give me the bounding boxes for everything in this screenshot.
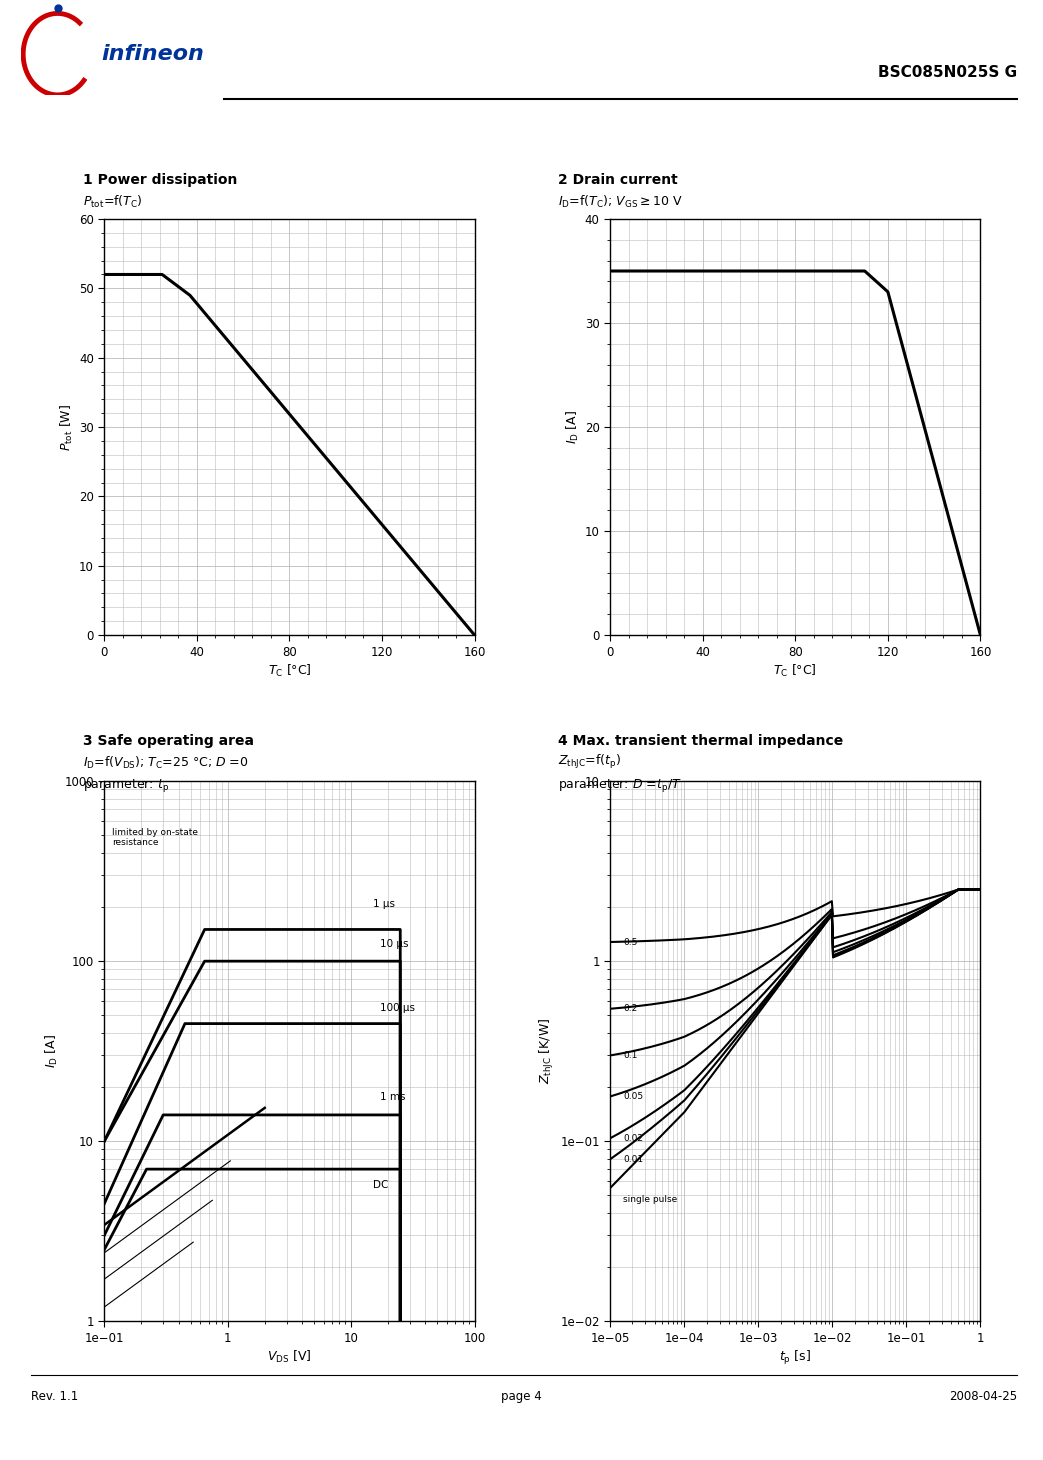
Y-axis label: $Z_{\rm thJC}$ [K/W]: $Z_{\rm thJC}$ [K/W] — [538, 1018, 556, 1085]
X-axis label: $t_{\rm p}$ [s]: $t_{\rm p}$ [s] — [779, 1349, 811, 1367]
Text: 0.05: 0.05 — [624, 1092, 644, 1101]
X-axis label: $T_{\rm C}$ [°C]: $T_{\rm C}$ [°C] — [268, 663, 311, 679]
Text: DC: DC — [373, 1180, 388, 1190]
Text: 4 Max. transient thermal impedance: 4 Max. transient thermal impedance — [558, 733, 843, 748]
X-axis label: $V_{\rm DS}$ [V]: $V_{\rm DS}$ [V] — [267, 1349, 312, 1365]
Text: parameter: $t_{\rm p}$: parameter: $t_{\rm p}$ — [83, 777, 170, 794]
Text: 10 µs: 10 µs — [380, 939, 408, 949]
Y-axis label: $P_{\rm tot}$ [W]: $P_{\rm tot}$ [W] — [58, 403, 75, 451]
Text: 0.02: 0.02 — [624, 1134, 644, 1143]
Text: 0.01: 0.01 — [624, 1155, 644, 1164]
Text: 2 Drain current: 2 Drain current — [558, 172, 678, 187]
Text: $I_{\rm D}$=f($V_{\rm DS}$); $T_{\rm C}$=25 °C; $D$ =0: $I_{\rm D}$=f($V_{\rm DS}$); $T_{\rm C}$… — [83, 755, 249, 771]
Text: 1 ms: 1 ms — [380, 1092, 405, 1102]
Text: $P_{\rm tot}$=f($T_{\rm C}$): $P_{\rm tot}$=f($T_{\rm C}$) — [83, 194, 143, 210]
Text: parameter: $D$ =$t_{\rm p}$/$T$: parameter: $D$ =$t_{\rm p}$/$T$ — [558, 777, 682, 794]
Text: 0.2: 0.2 — [624, 1004, 637, 1013]
Text: 3 Safe operating area: 3 Safe operating area — [83, 733, 254, 748]
Text: 0.1: 0.1 — [624, 1051, 637, 1060]
Text: 1 Power dissipation: 1 Power dissipation — [83, 172, 238, 187]
Text: infineon: infineon — [101, 44, 204, 64]
Text: single pulse: single pulse — [624, 1194, 678, 1203]
Y-axis label: $I_{\rm D}$ [A]: $I_{\rm D}$ [A] — [44, 1034, 60, 1069]
Text: $I_{\rm D}$=f($T_{\rm C}$); $V_{\rm GS}$$\geq$10 V: $I_{\rm D}$=f($T_{\rm C}$); $V_{\rm GS}$… — [558, 194, 682, 210]
Y-axis label: $I_{\rm D}$ [A]: $I_{\rm D}$ [A] — [564, 410, 581, 444]
Text: $Z_{\rm thJC}$=f($t_{\rm p}$): $Z_{\rm thJC}$=f($t_{\rm p}$) — [558, 753, 622, 771]
Text: BSC085N025S G: BSC085N025S G — [878, 66, 1017, 80]
Text: page 4: page 4 — [501, 1390, 542, 1403]
X-axis label: $T_{\rm C}$ [°C]: $T_{\rm C}$ [°C] — [774, 663, 817, 679]
Text: 0.5: 0.5 — [624, 937, 637, 946]
Text: 100 µs: 100 µs — [380, 1003, 414, 1013]
Text: limited by on-state
resistance: limited by on-state resistance — [112, 828, 198, 847]
Text: 1 µs: 1 µs — [373, 899, 395, 910]
Text: Rev. 1.1: Rev. 1.1 — [31, 1390, 78, 1403]
Text: 2008-04-25: 2008-04-25 — [949, 1390, 1017, 1403]
